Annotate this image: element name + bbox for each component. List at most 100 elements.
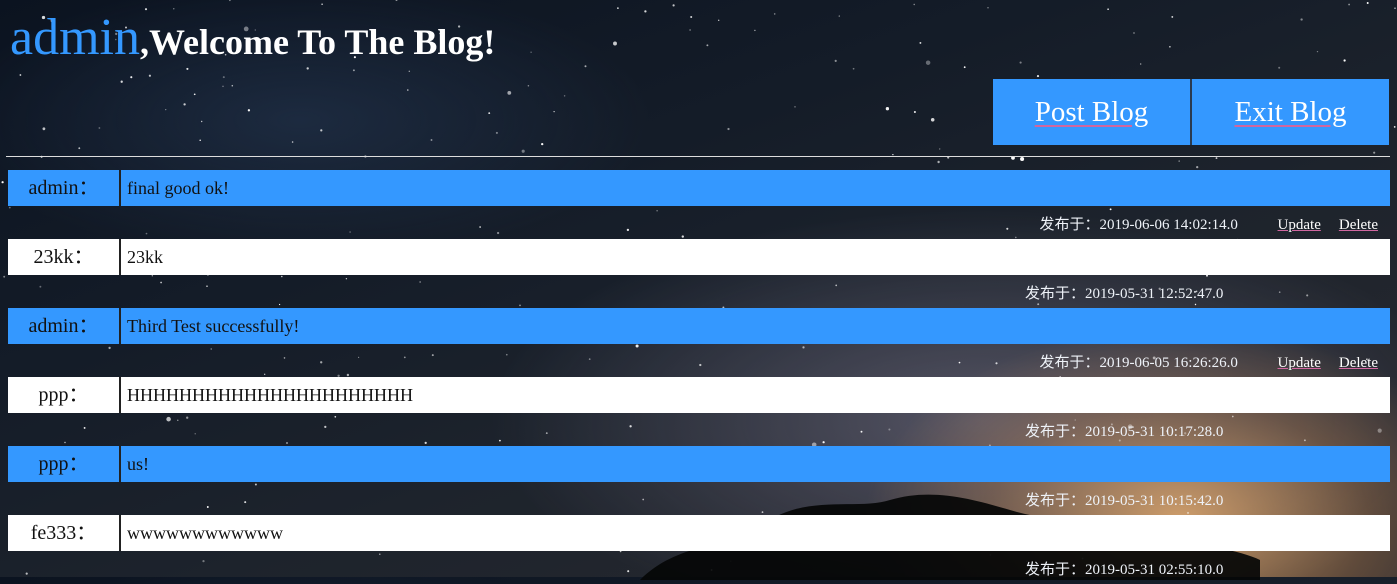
star [291,141,294,143]
star [193,93,196,96]
post-list: admin： final good ok! 发布于：2019-06-06 14:… [8,170,1390,584]
star [1171,15,1174,18]
star [1196,165,1199,169]
post-timestamp: 发布于：2019-05-31 12:52:47.0 [1025,282,1245,303]
post-author: admin： [8,170,121,206]
star [584,65,587,68]
star [689,29,691,31]
post-timestamp-prefix: 发布于： [1025,286,1086,302]
post-timestamp-prefix: 发布于： [1039,355,1100,371]
post-timestamp: 发布于：2019-05-31 10:15:42.0 [1025,489,1245,510]
star [530,51,532,53]
star [120,80,123,83]
post-meta: 发布于：2019-06-06 14:02:14.0 Update Delete [1040,213,1378,234]
delete-link[interactable]: Delete [1338,355,1378,371]
star [78,147,81,150]
post-row: ppp： HHHHHHHHHHHHHHHHHHHHHH [8,377,1390,413]
star [222,76,225,79]
post-timestamp-prefix: 发布于： [1039,217,1100,233]
star [1348,3,1351,6]
update-link[interactable]: Update [1277,217,1321,233]
post-timestamp-prefix: 发布于： [1025,493,1086,509]
post-row: admin： Third Test successfully! [8,308,1390,344]
delete-link[interactable]: Delete [1338,217,1378,233]
exit-blog-button[interactable]: Exit Blog [1190,79,1389,145]
star [1107,8,1109,11]
post-blog-button[interactable]: Post Blog [993,79,1190,145]
star [408,70,411,73]
star [1020,156,1025,162]
post-timestamp-value: 2019-05-31 10:17:28.0 [1085,424,1224,440]
star [852,67,855,70]
post-author: 23kk： [8,239,121,275]
star [306,67,309,70]
star [229,0,231,2]
star [613,41,617,46]
star [1133,32,1135,34]
star [834,59,837,62]
star [320,129,323,132]
post-meta: 发布于：2019-06-05 16:26:26.0 Update Delete [1040,351,1378,372]
star [1366,2,1369,4]
star [430,139,433,141]
star [352,69,355,72]
post-timestamp-value: 2019-06-06 14:02:14.0 [1099,217,1238,233]
post-timestamp-value: 2019-05-31 12:52:47.0 [1085,286,1224,302]
post-meta: 发布于：2019-05-31 10:17:28.0 [1025,420,1378,441]
star [706,44,709,47]
star [488,112,491,115]
post-author: ppp： [8,377,121,413]
post-item: admin： final good ok! 发布于：2019-06-06 14:… [8,170,1390,239]
star [507,91,512,95]
star [672,4,675,7]
star [541,142,544,146]
post-timestamp-value: 2019-05-31 02:55:10.0 [1085,562,1224,578]
star [1373,151,1376,154]
current-username: admin [10,9,140,66]
star [3,275,6,278]
star [773,13,776,15]
star [987,7,989,9]
star [838,15,840,17]
star [1316,50,1319,53]
star [727,127,730,131]
post-timestamp-prefix: 发布于： [1025,424,1086,440]
header-divider [6,156,1390,157]
post-item: ppp： us! 发布于：2019-05-31 10:15:42.0 [8,446,1390,515]
post-content: us! [127,454,149,474]
star [1278,66,1281,69]
post-timestamp: 发布于：2019-05-31 10:17:28.0 [1025,420,1245,441]
post-content: wwwwwwwwwwww [127,523,283,543]
star [754,29,756,32]
star [885,107,890,111]
star [690,15,693,19]
star [553,110,555,113]
post-author: fe333： [8,515,121,551]
star [395,0,398,2]
star [148,74,151,77]
star [938,148,941,150]
post-row: admin： final good ok! [8,170,1390,206]
post-meta: 发布于：2019-05-31 10:15:42.0 [1025,489,1378,510]
star [1036,75,1040,78]
star [19,74,22,76]
post-timestamp-value: 2019-05-31 10:15:42.0 [1085,493,1224,509]
star [98,127,101,129]
star [247,109,251,112]
post-content: HHHHHHHHHHHHHHHHHHHHHH [127,385,413,405]
star [937,160,940,164]
star [1300,18,1303,21]
star [1343,59,1346,62]
post-timestamp-value: 2019-06-05 16:26:26.0 [1099,355,1238,371]
page-header: admin,Welcome To The Blog! [10,8,495,67]
star [527,85,530,87]
post-row: fe333： wwwwwwwwwwww [8,515,1390,551]
post-timestamp-prefix: 发布于： [1025,562,1086,578]
star [222,85,224,88]
post-row: ppp： us! [8,446,1390,482]
star [199,139,201,141]
star [1,181,4,184]
update-link[interactable]: Update [1277,355,1321,371]
star [165,108,167,111]
star [1169,46,1171,48]
